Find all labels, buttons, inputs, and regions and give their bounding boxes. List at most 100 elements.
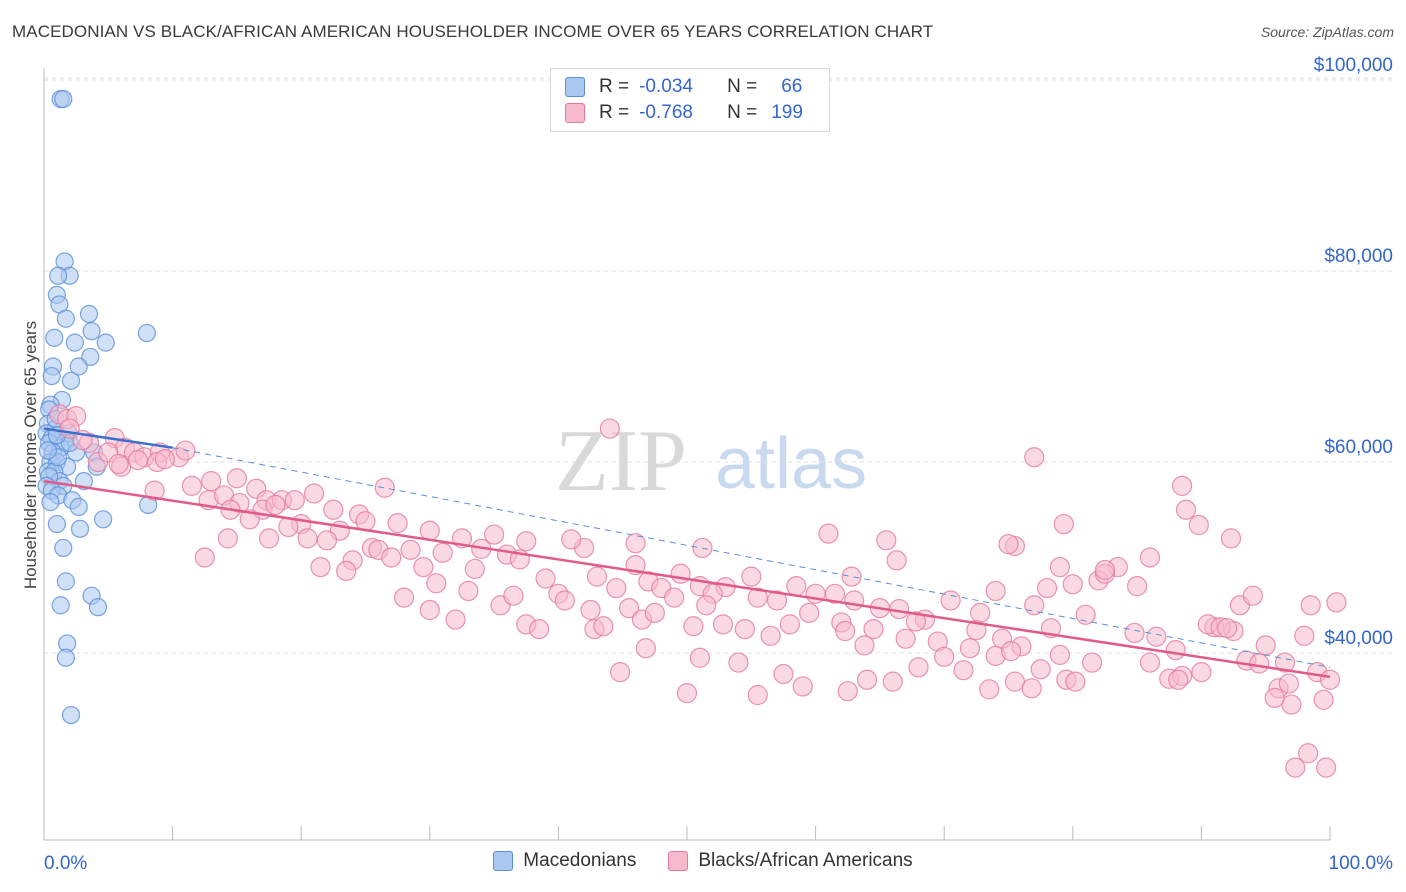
macedonian-point: [70, 519, 90, 538]
black-point: [265, 494, 286, 516]
legend-label: Blacks/African Americans: [698, 850, 913, 871]
black-trend-line: [43, 479, 1331, 679]
black-point: [818, 523, 839, 544]
black-point: [844, 590, 865, 611]
legend-swatch-pink: [565, 103, 585, 123]
macedonian-point: [65, 333, 84, 352]
black-point: [1062, 574, 1083, 595]
black-point: [606, 577, 627, 599]
black-point: [979, 679, 1000, 700]
black-point: [593, 616, 614, 637]
black-point: [310, 556, 331, 578]
black-point: [1139, 547, 1161, 568]
y-tick-label: $40,000: [1324, 628, 1393, 649]
black-point: [1053, 513, 1074, 535]
macedonian-point: [61, 705, 81, 725]
black-point: [1175, 499, 1197, 520]
macedonian-point: [54, 89, 73, 109]
black-point: [760, 625, 781, 646]
macedonian-point: [82, 322, 101, 341]
black-point: [773, 663, 794, 685]
black-point: [610, 661, 631, 683]
y-axis-label: Householder Income Over 65 years: [21, 321, 40, 589]
black-point: [1168, 669, 1189, 690]
macedonian-point: [56, 648, 75, 667]
black-point: [1000, 640, 1022, 662]
black-point: [670, 563, 691, 584]
n-value: 66: [781, 76, 803, 97]
black-point: [1146, 626, 1167, 647]
macedonian-point: [49, 266, 68, 285]
black-point: [1191, 661, 1212, 683]
black-point: [934, 646, 955, 667]
black-point: [1139, 652, 1161, 673]
black-point: [664, 587, 685, 608]
black-point: [799, 602, 820, 623]
black-point: [856, 669, 878, 690]
black-point: [181, 475, 202, 496]
macedonian-point: [79, 304, 99, 324]
black-point: [747, 684, 768, 706]
black-point: [635, 638, 656, 659]
black-point: [599, 418, 620, 439]
black-point: [683, 616, 704, 637]
black-point: [1124, 622, 1145, 644]
macedonian-point: [41, 493, 60, 512]
black-point: [824, 583, 845, 604]
macedonian-point: [61, 371, 81, 390]
black-point: [998, 534, 1019, 555]
black-point: [108, 453, 129, 475]
black-point: [239, 509, 260, 530]
black-point: [676, 683, 698, 704]
n-value: 199: [771, 102, 803, 123]
black-point: [1285, 757, 1306, 778]
black-point: [837, 681, 858, 702]
black-point: [625, 533, 646, 554]
black-point: [580, 599, 601, 621]
black-point: [1165, 640, 1186, 661]
black-point: [1242, 585, 1263, 606]
black-point: [966, 619, 987, 641]
legend-swatch-blue: [565, 77, 585, 97]
x-tick-label-max: 100.0%: [1329, 853, 1394, 874]
black-point: [1094, 559, 1116, 581]
black-point: [1217, 618, 1238, 639]
black-point: [194, 547, 215, 568]
macedonian-point: [42, 366, 61, 386]
black-point: [854, 635, 875, 656]
macedonian-point: [47, 514, 66, 534]
black-point: [387, 513, 408, 534]
black-point: [336, 560, 357, 581]
black-point: [297, 528, 318, 549]
watermark-atlas: atlas: [715, 424, 867, 504]
black-point: [1255, 635, 1276, 656]
macedonian-point: [56, 572, 75, 591]
black-point: [841, 566, 862, 587]
black-point: [728, 652, 749, 673]
macedonian-point: [94, 510, 113, 529]
legend-swatch-blue: [493, 851, 514, 871]
r-value: -0.034: [639, 76, 693, 97]
black-point: [393, 587, 415, 608]
macedonian-point: [54, 538, 73, 558]
legend-row-blacks: R = -0.768 N = 199: [565, 100, 803, 126]
black-point: [284, 490, 305, 511]
black-point: [529, 619, 550, 640]
black-point: [217, 528, 238, 549]
black-point: [426, 573, 447, 594]
black-point: [1294, 625, 1315, 646]
n-label: N =: [727, 102, 758, 123]
legend-item-blacks: Blacks/African Americans: [668, 850, 913, 872]
macedonian-point: [96, 333, 115, 352]
black-point: [1024, 595, 1045, 616]
black-point: [908, 657, 929, 678]
black-point: [863, 619, 884, 640]
black-point: [1030, 659, 1051, 680]
black-point: [882, 671, 903, 692]
black-point: [1049, 644, 1071, 666]
black-point: [1049, 556, 1071, 578]
black-point: [1024, 447, 1045, 468]
black-point: [886, 550, 907, 571]
black-point: [226, 468, 247, 489]
